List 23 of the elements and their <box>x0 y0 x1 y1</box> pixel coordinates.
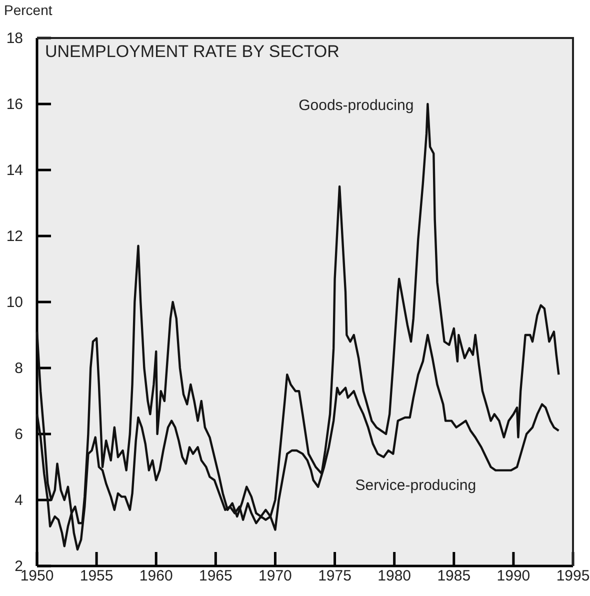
x-tick-label: 1980 <box>378 568 412 585</box>
x-tick-label: 1950 <box>20 568 54 585</box>
series-label: Goods-producing <box>298 97 414 114</box>
y-tick-label: 6 <box>14 426 23 443</box>
x-tick-label: 1955 <box>80 568 114 585</box>
y-tick-label: 8 <box>14 360 23 377</box>
x-tick-label: 1960 <box>139 568 173 585</box>
x-tick-label: 1990 <box>496 568 530 585</box>
y-tick-label: 10 <box>6 294 23 311</box>
x-tick-label: 1995 <box>556 568 590 585</box>
x-tick-label: 1975 <box>318 568 352 585</box>
x-tick-label: 1965 <box>198 568 232 585</box>
y-tick-label: 18 <box>6 30 23 47</box>
y-tick-label: 16 <box>6 96 23 113</box>
y-tick-label: 2 <box>14 558 23 575</box>
series-label: Service-producing <box>355 477 476 494</box>
y-axis-title: Percent <box>4 2 52 18</box>
x-tick-label: 1970 <box>258 568 292 585</box>
y-tick-label: 4 <box>14 492 23 509</box>
y-tick-label: 12 <box>6 228 23 245</box>
chart-title: UNEMPLOYMENT RATE BY SECTOR <box>45 42 340 61</box>
x-tick-label: 1985 <box>437 568 471 585</box>
y-tick-label: 14 <box>6 162 23 179</box>
